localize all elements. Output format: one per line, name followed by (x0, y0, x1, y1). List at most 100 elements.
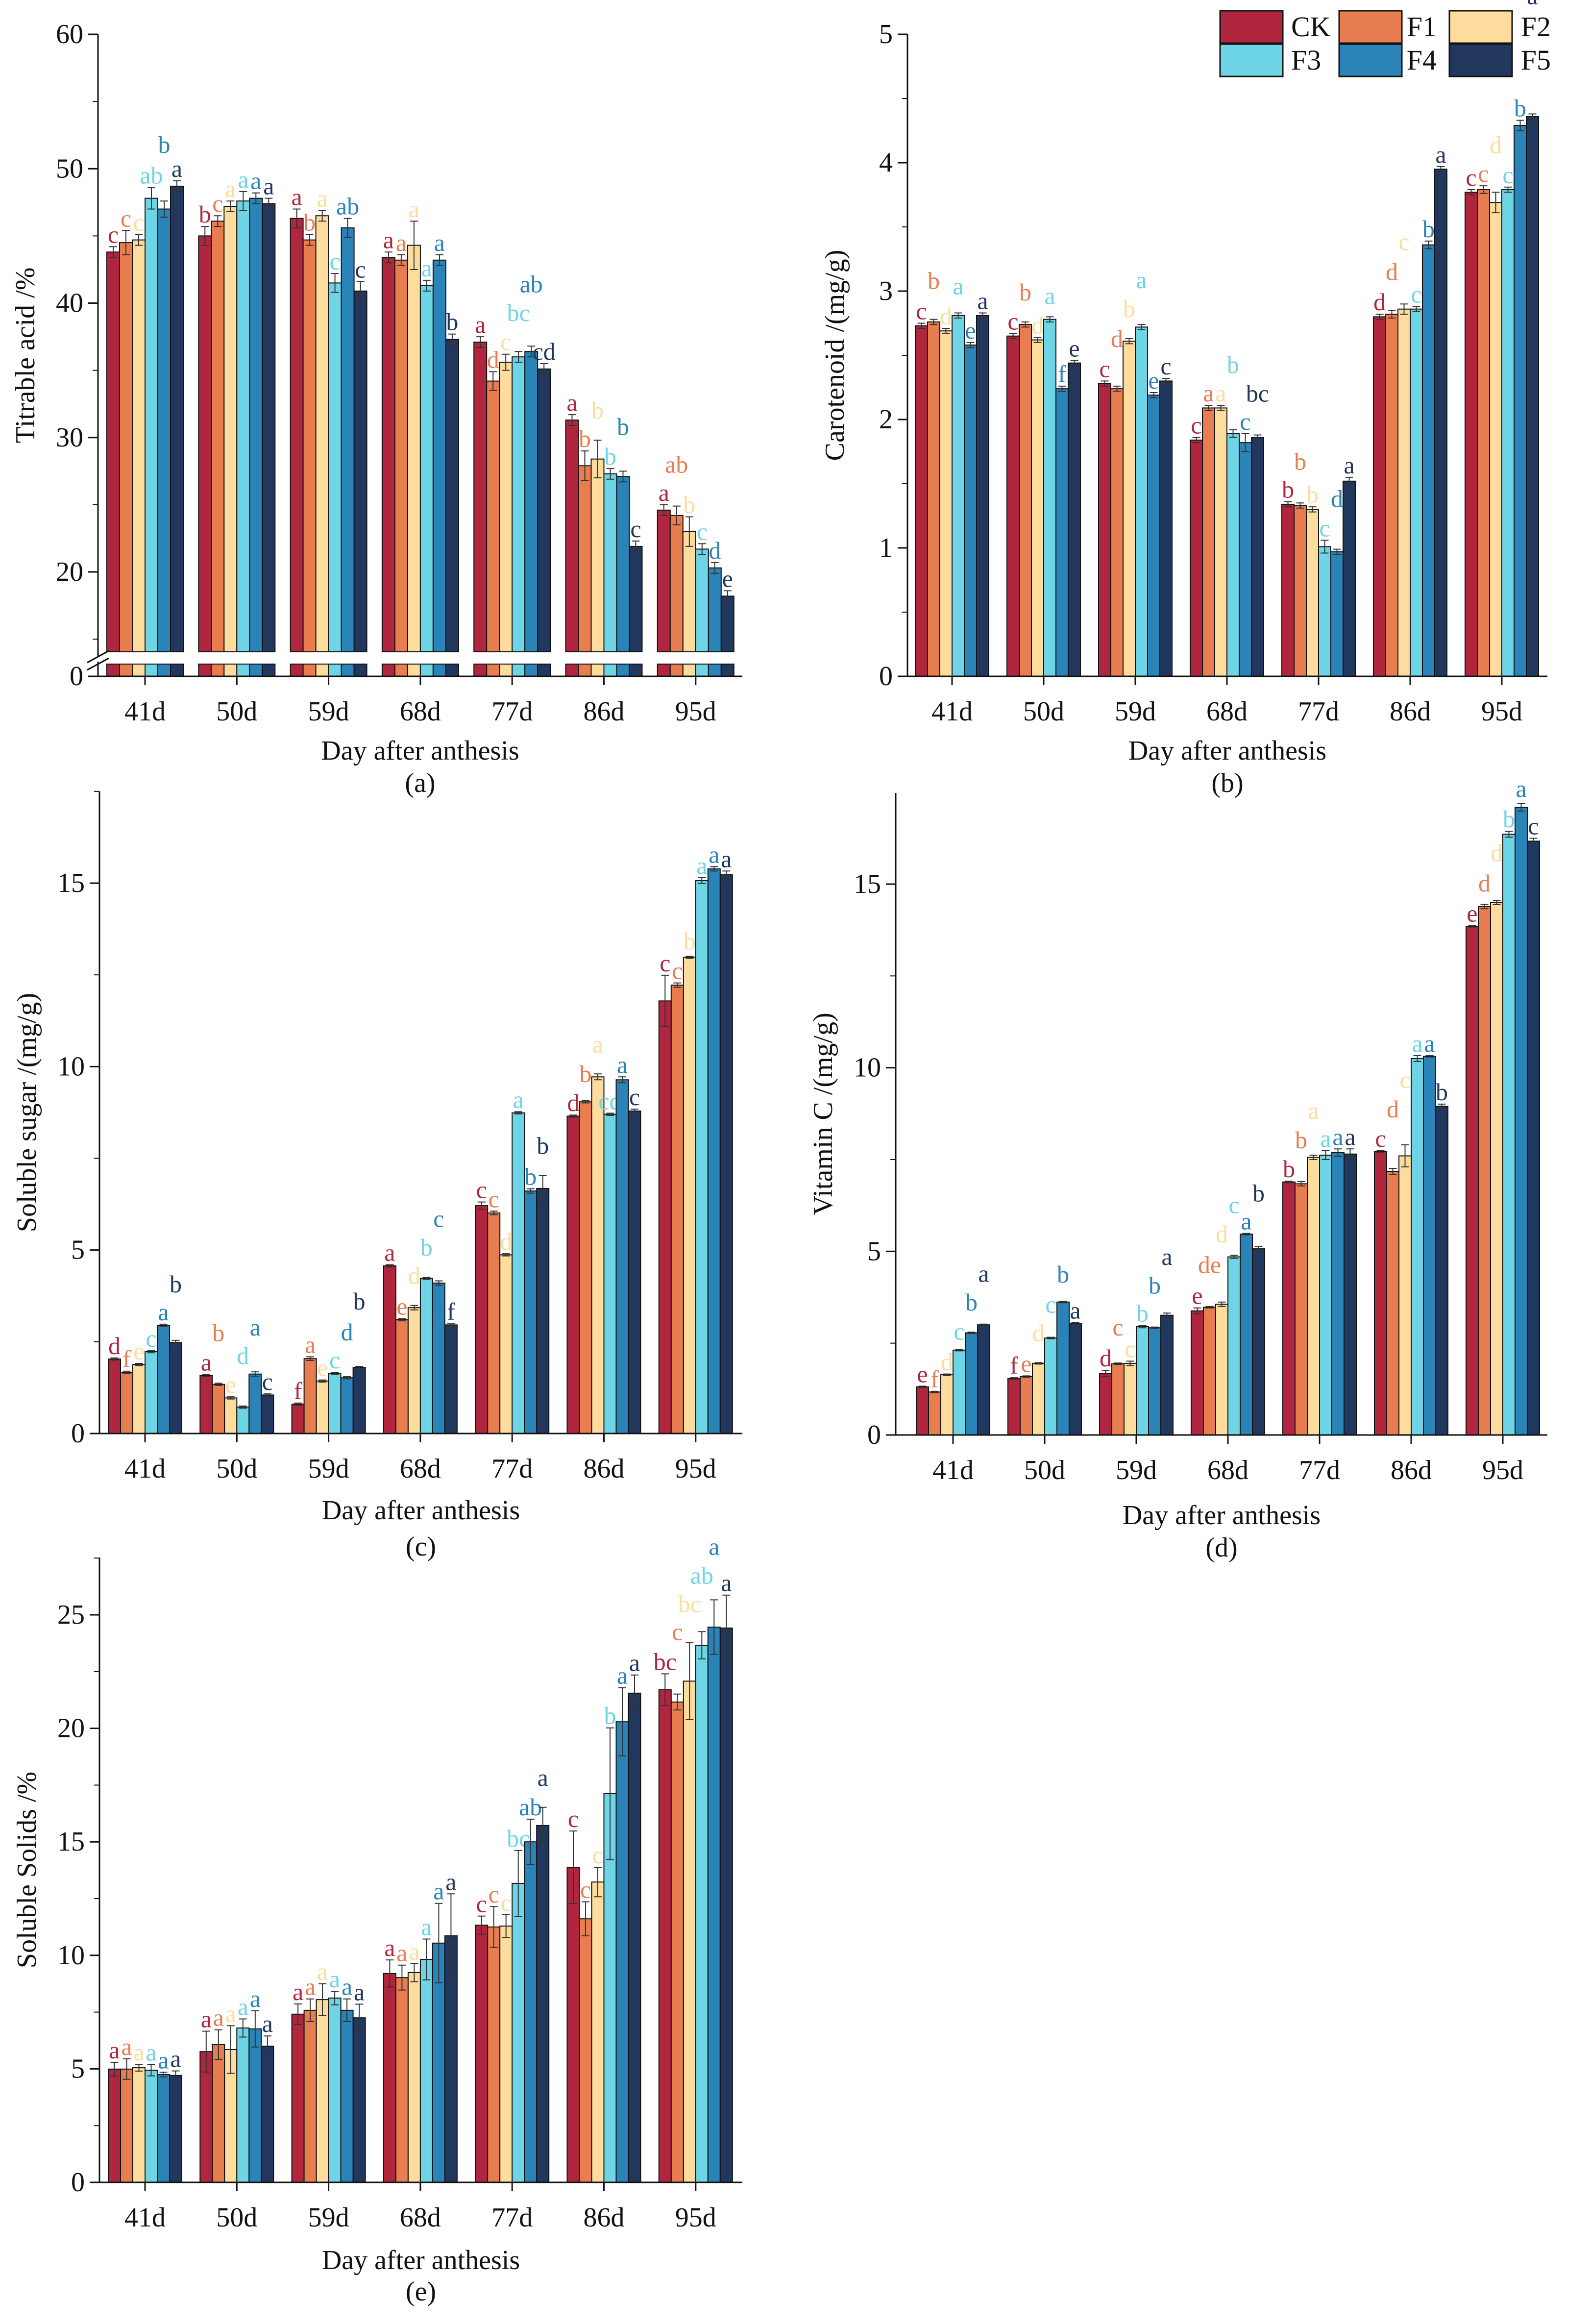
bar-F1-68d (394, 259, 408, 652)
significance-letter: c (1399, 1066, 1410, 1093)
bar-CK-50d (1006, 335, 1020, 677)
significance-letter: c (476, 1176, 487, 1204)
error-bar-F3-59d (331, 1990, 339, 2005)
bar-stub-F4-41d (157, 664, 171, 677)
bar-F5-86d (628, 1110, 641, 1434)
bar-stub-CK-86d (565, 664, 579, 677)
error-bar-F3-95d (1505, 831, 1513, 838)
bar-F2-68d (407, 245, 421, 652)
significance-letter: e (917, 1360, 928, 1387)
significance-letter: c (1466, 164, 1476, 191)
error-bar-F4-68d (435, 1903, 443, 1983)
bar-F5-41d (170, 185, 184, 652)
bar-F4-86d (1423, 1056, 1436, 1435)
panel-label: (e) (406, 2276, 436, 2307)
bar-F4-50d (1056, 1301, 1070, 1435)
bar-F2-59d (1123, 341, 1136, 677)
bar-F3-41d (145, 1351, 158, 1434)
error-bar-F5-59d (1162, 378, 1170, 384)
error-bar-CK-95d (1468, 925, 1476, 928)
significance-letter: a (225, 2000, 236, 2027)
bar-F4-41d (157, 208, 171, 652)
bar-F1-50d (1020, 1376, 1033, 1435)
error-bar-F2-86d (593, 440, 602, 479)
significance-letter: d (1031, 311, 1044, 339)
bar-F5-59d (1160, 1314, 1174, 1435)
bar-F4-86d (616, 476, 630, 652)
error-bar-F1-95d (673, 1693, 682, 1711)
legend-label-F2: F2 (1521, 11, 1551, 43)
error-bar-CK-50d (1010, 1377, 1018, 1380)
bar-F2-68d (1215, 1304, 1228, 1435)
error-bar-F3-41d (147, 1350, 155, 1354)
bar-F1-77d (1295, 1183, 1308, 1435)
error-bar-CK-95d (660, 504, 668, 516)
bar-F3-86d (1411, 1058, 1424, 1435)
error-bar-F5-86d (632, 540, 640, 552)
error-bar-CK-77d (477, 1201, 486, 1210)
significance-letter: a (1215, 379, 1226, 407)
significance-letter: f (930, 1365, 939, 1393)
error-bar-F3-50d (239, 191, 247, 211)
legend-swatch-CK (1219, 10, 1284, 44)
error-bar-F5-86d (631, 1674, 638, 1712)
bar-F1-68d (395, 1319, 409, 1434)
error-bar-CK-68d (386, 1264, 394, 1268)
error-bar-F3-59d (331, 273, 339, 293)
significance-letter: bc (654, 1648, 677, 1675)
error-bar-F4-41d (967, 1332, 976, 1335)
error-bar-F4-68d (1242, 1233, 1250, 1236)
x-tick-label: 86d (584, 696, 625, 727)
error-bar-F1-86d (582, 1901, 589, 1936)
bar-F5-41d (976, 315, 989, 677)
significance-letter: b (1149, 1272, 1161, 1299)
x-tick-label: 68d (400, 1454, 441, 1484)
error-bar-F2-77d (1309, 1155, 1318, 1160)
bar-stub-F4-50d (249, 664, 263, 677)
bar-CK-41d (106, 251, 120, 652)
significance-letter: ab (690, 1561, 713, 1589)
bar-stub-F5-59d (353, 664, 367, 677)
error-bar-F4-50d (1059, 1301, 1067, 1304)
error-bar-F5-68d (1253, 434, 1262, 441)
error-bar-F3-41d (954, 312, 962, 319)
significance-letter: ab (665, 451, 688, 478)
error-bar-F3-86d (606, 1727, 614, 1860)
significance-letter: f (294, 1377, 302, 1405)
error-bar-F1-41d (930, 319, 938, 325)
error-bar-F4-77d (526, 1188, 535, 1194)
bar-F2-68d (407, 1972, 421, 2183)
bar-F3-59d (328, 1373, 342, 1434)
significance-letter: b (212, 1319, 224, 1346)
error-bar-F1-95d (1479, 185, 1488, 194)
bar-stub-F1-50d (211, 664, 225, 677)
error-bar-F2-41d (943, 1373, 951, 1376)
bar-F5-68d (444, 1324, 458, 1434)
error-bar-F1-50d (214, 1383, 222, 1386)
bar-F3-68d (419, 1959, 433, 2183)
y-tick-label: 15 (57, 1827, 85, 1857)
bar-F1-59d (1111, 1363, 1125, 1435)
significance-letter: d (940, 302, 952, 330)
bar-F3-59d (328, 282, 342, 652)
bar-F3-95d (695, 1645, 709, 2183)
significance-letter: a (696, 852, 707, 879)
x-tick-label: 59d (308, 696, 349, 727)
bar-F3-86d (603, 473, 617, 652)
bar-stub-F2-41d (132, 664, 146, 677)
bar-F2-95d (683, 1681, 696, 2183)
error-bar-F4-95d (1517, 803, 1525, 812)
bar-F2-95d (1490, 902, 1503, 1435)
y-tick-label: 2 (879, 404, 893, 435)
x-tick-label: 50d (216, 1454, 257, 1484)
error-bar-F5-77d (540, 363, 548, 375)
bar-F3-50d (236, 2027, 250, 2183)
significance-letter: c (1319, 514, 1330, 542)
x-tick-label: 95d (1482, 1455, 1523, 1485)
bar-stub-F2-95d (682, 664, 696, 677)
error-bar-F1-86d (1389, 1167, 1397, 1175)
error-bar-F3-59d (331, 1371, 339, 1375)
x-tick-label: 41d (124, 2202, 166, 2233)
bar-stub-F1-59d (302, 664, 317, 677)
error-bar-F4-95d (710, 866, 718, 872)
